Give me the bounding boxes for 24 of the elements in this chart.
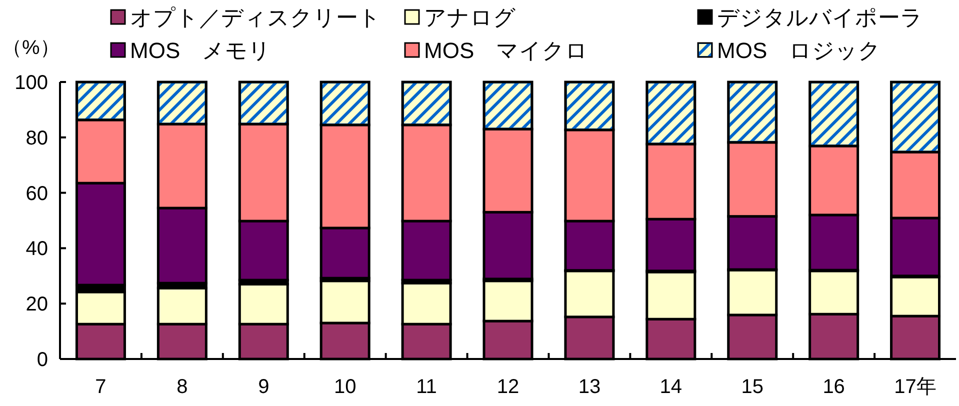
y-tick-label: 80 <box>26 127 48 150</box>
x-tick-label: 10 <box>334 376 356 398</box>
y-tick-label: 20 <box>26 294 48 316</box>
legend-label: デジタルバイポーラ <box>717 5 923 30</box>
x-tick-label: 8 <box>176 376 188 398</box>
x-tick-label: 13 <box>578 376 601 398</box>
legend-label: MOS ロジック <box>717 38 882 63</box>
y-axis-title: （%） <box>2 37 60 59</box>
x-tick-label: 12 <box>496 376 520 398</box>
x-tick-label: 17年 <box>894 376 936 398</box>
y-tick-label: 100 <box>14 72 48 94</box>
x-tick-label: 7 <box>95 376 106 398</box>
x-tick-label: 15 <box>741 376 764 398</box>
x-tick-label: 16 <box>822 376 845 398</box>
y-tick-label: 0 <box>36 349 48 371</box>
legend-label: オプト／ディスクリート <box>130 5 381 30</box>
legend-label: MOS マイクロ <box>424 38 588 63</box>
legend-label: アナログ <box>424 5 516 30</box>
y-tick-label: 40 <box>26 238 48 260</box>
x-tick-label: 9 <box>258 376 270 398</box>
y-tick-label: 60 <box>26 182 48 205</box>
x-tick-label: 11 <box>416 376 437 398</box>
x-tick-label: 14 <box>660 376 682 398</box>
legend-label: MOS メモリ <box>130 38 272 63</box>
